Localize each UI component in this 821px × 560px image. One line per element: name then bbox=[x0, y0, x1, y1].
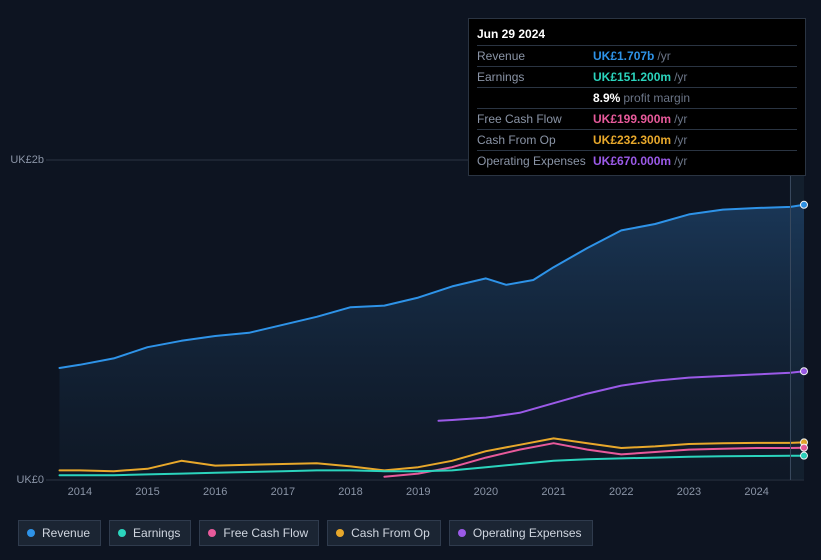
x-axis-label: 2021 bbox=[541, 486, 565, 498]
tooltip-row-suffix: profit margin bbox=[623, 90, 690, 106]
tooltip-row: 8.9%profit margin bbox=[477, 88, 797, 109]
x-axis-label: 2020 bbox=[474, 486, 498, 498]
legend: Revenue Earnings Free Cash Flow Cash From O… bbox=[18, 520, 593, 546]
x-axis-label: 2014 bbox=[68, 486, 92, 498]
tooltip-row-label: Free Cash Flow bbox=[477, 111, 593, 127]
legend-dot-icon bbox=[118, 529, 126, 537]
legend-item-label: Cash From Op bbox=[351, 526, 430, 540]
x-axis-label: 2017 bbox=[271, 486, 295, 498]
legend-item-label: Earnings bbox=[133, 526, 180, 540]
legend-item-label: Free Cash Flow bbox=[223, 526, 308, 540]
tooltip-row-suffix: /yr bbox=[674, 132, 687, 148]
legend-dot-icon bbox=[208, 529, 216, 537]
legend-dot-icon bbox=[336, 529, 344, 537]
tooltip-row-value: 8.9% bbox=[593, 90, 620, 106]
tooltip-row: Free Cash FlowUK£199.900m/yr bbox=[477, 109, 797, 130]
x-axis-label: 2016 bbox=[203, 486, 227, 498]
legend-item-free-cash-flow[interactable]: Free Cash Flow bbox=[199, 520, 319, 546]
legend-dot-icon bbox=[27, 529, 35, 537]
legend-item-cash-from-op[interactable]: Cash From Op bbox=[327, 520, 441, 546]
tooltip-row-value: UK£151.200m bbox=[593, 69, 671, 85]
legend-item-operating-expenses[interactable]: Operating Expenses bbox=[449, 520, 593, 546]
tooltip-row: Operating ExpensesUK£670.000m/yr bbox=[477, 151, 797, 171]
tooltip-row: Cash From OpUK£232.300m/yr bbox=[477, 130, 797, 151]
tooltip-row-label: Operating Expenses bbox=[477, 153, 593, 169]
legend-dot-icon bbox=[458, 529, 466, 537]
tooltip-row-value: UK£670.000m bbox=[593, 153, 671, 169]
tooltip-row-suffix: /yr bbox=[674, 69, 687, 85]
tooltip-row-suffix: /yr bbox=[674, 111, 687, 127]
x-axis-label: 2022 bbox=[609, 486, 633, 498]
tooltip-row-value: UK£1.707b bbox=[593, 48, 654, 64]
x-axis-labels: 2014 2015 2016 2017 2018 2019 2020 2021 2022 2023… bbox=[46, 486, 804, 502]
tooltip-row-value: UK£199.900m bbox=[593, 111, 671, 127]
tooltip-row-suffix: /yr bbox=[674, 153, 687, 169]
legend-item-label: Revenue bbox=[42, 526, 90, 540]
x-axis-label: 2023 bbox=[677, 486, 701, 498]
tooltip-row-label: Earnings bbox=[477, 69, 593, 85]
tooltip-date: Jun 29 2024 bbox=[477, 25, 797, 46]
tooltip-row: RevenueUK£1.707b/yr bbox=[477, 46, 797, 67]
x-axis-label: 2024 bbox=[744, 486, 768, 498]
chart-container: Jun 29 2024 RevenueUK£1.707b/yrEarningsU… bbox=[0, 0, 821, 560]
tooltip-panel: Jun 29 2024 RevenueUK£1.707b/yrEarningsU… bbox=[468, 18, 806, 176]
y-axis-label: UK£2b bbox=[10, 154, 44, 166]
tooltip-row-label bbox=[477, 90, 593, 106]
chart-area[interactable]: UK£0UK£2b bbox=[18, 160, 804, 480]
legend-item-revenue[interactable]: Revenue bbox=[18, 520, 101, 546]
tooltip-row-value: UK£232.300m bbox=[593, 132, 671, 148]
tooltip-row: EarningsUK£151.200m/yr bbox=[477, 67, 797, 88]
x-axis-label: 2018 bbox=[338, 486, 362, 498]
legend-item-earnings[interactable]: Earnings bbox=[109, 520, 191, 546]
x-axis-label: 2015 bbox=[135, 486, 159, 498]
chart-svg bbox=[46, 160, 804, 480]
y-axis-label: UK£0 bbox=[16, 474, 44, 486]
tooltip-row-suffix: /yr bbox=[657, 48, 670, 64]
x-axis-label: 2019 bbox=[406, 486, 430, 498]
tooltip-row-label: Revenue bbox=[477, 48, 593, 64]
tooltip-row-label: Cash From Op bbox=[477, 132, 593, 148]
legend-item-label: Operating Expenses bbox=[473, 526, 582, 540]
